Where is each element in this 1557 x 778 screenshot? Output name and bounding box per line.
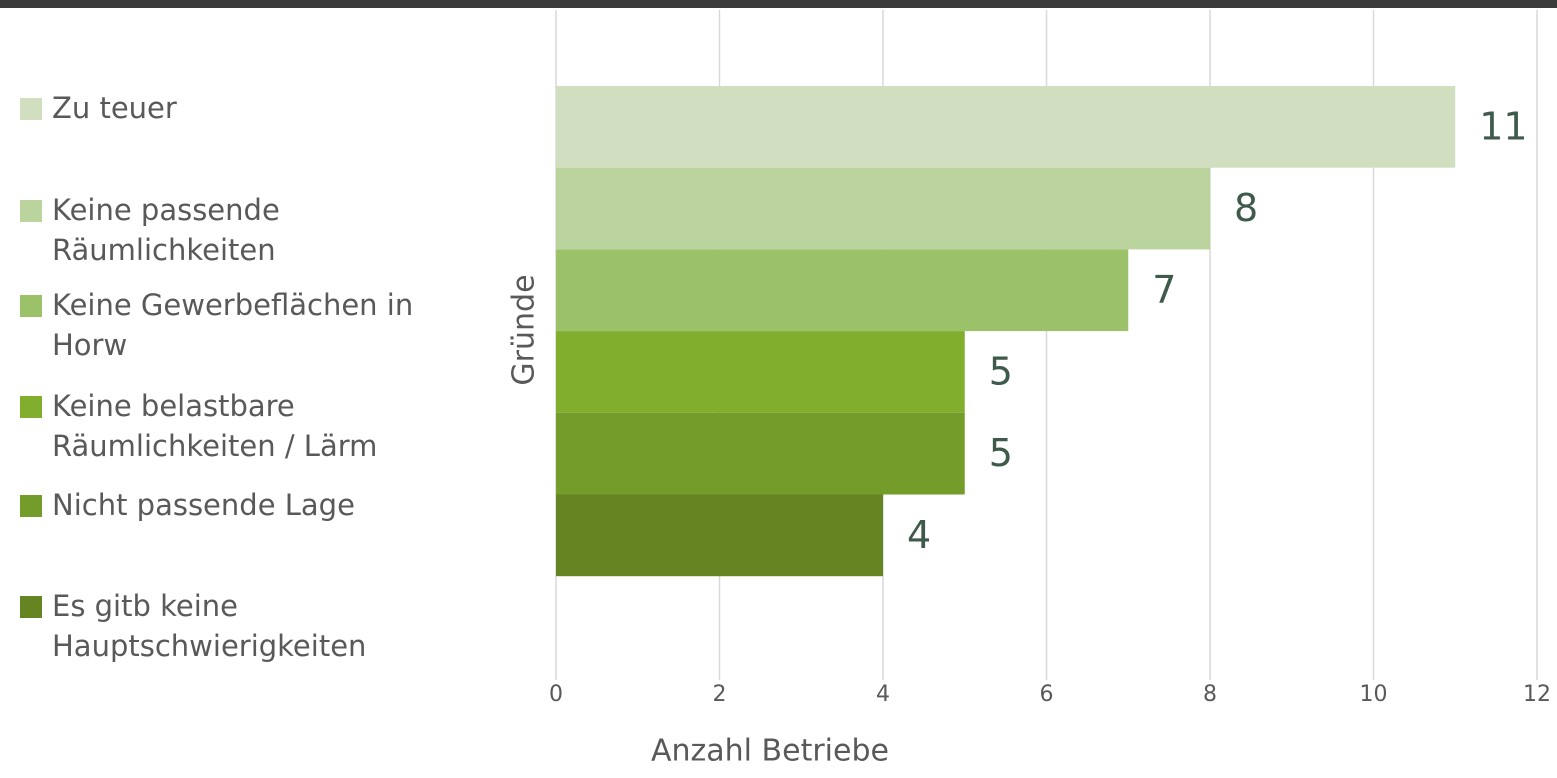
legend-label: Keine Gewerbeflächen in Horw [52,288,414,362]
top-bar [0,0,1557,8]
x-tick-label: 6 [1040,682,1054,707]
legend-item: Zu teuer [20,88,490,128]
x-tick-label: 8 [1203,682,1217,707]
value-label: 11 [1479,104,1527,148]
legend-item: Keine belastbare Räumlichkeiten / Lärm [20,386,490,466]
value-label: 7 [1152,268,1176,312]
y-axis-label: Gründe [507,274,542,385]
bar [556,412,965,495]
bar [556,331,965,413]
legend-label: Es gitb keine Hauptschwierigkeiten [52,589,367,663]
legend-item: Es gitb keine Hauptschwierigkeiten [20,586,490,666]
legend-swatch [20,396,42,418]
legend-label: Keine passende Räumlichkeiten [52,193,280,267]
legend-swatch [20,495,42,517]
value-label: 4 [907,513,931,557]
value-label: 5 [989,431,1013,475]
legend-swatch [20,200,42,222]
x-axis-label: Anzahl Betriebe [651,734,889,769]
value-label: 8 [1234,186,1258,230]
legend-item: Keine passende Räumlichkeiten [20,190,490,270]
legend-item: Keine Gewerbeflächen in Horw [20,285,490,365]
bar [556,249,1129,332]
x-tick-label: 10 [1360,682,1388,707]
legend-label: Zu teuer [52,91,177,125]
legend-swatch [20,295,42,317]
legend-swatch [20,596,42,618]
x-tick-label: 4 [876,682,890,707]
x-tick-label: 2 [713,682,727,707]
legend-label: Nicht passende Lage [52,488,355,522]
x-tick-label: 0 [549,682,563,707]
value-label: 5 [989,349,1013,393]
legend-label: Keine belastbare Räumlichkeiten / Lärm [52,389,378,463]
bar [556,86,1456,168]
bar [556,167,1210,250]
x-tick-label: 12 [1523,682,1551,707]
bar [556,494,883,577]
legend-item: Nicht passende Lage [20,485,490,525]
legend-swatch [20,98,42,120]
